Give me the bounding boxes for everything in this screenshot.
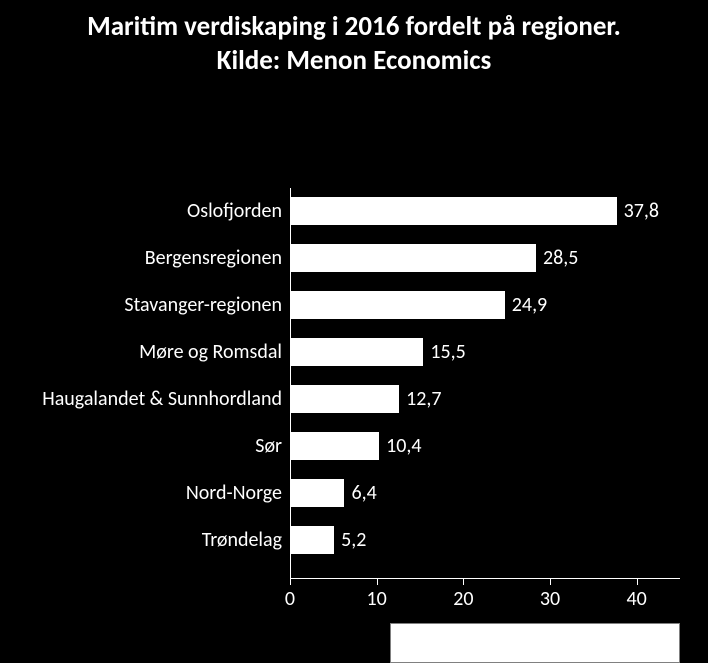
x-tick [463, 578, 464, 585]
value-label: 5,2 [341, 528, 366, 552]
value-label: 28,5 [543, 246, 578, 270]
chart-title: Maritim verdiskaping i 2016 fordelt på r… [0, 0, 708, 78]
value-label: 6,4 [351, 481, 376, 505]
x-tick-label: 20 [453, 587, 473, 611]
x-tick [290, 578, 291, 585]
bar-row: Haugalandet & Sunnhordland 12,7 [0, 376, 708, 423]
x-tick [550, 578, 551, 585]
category-label: Stavanger-regionen [0, 293, 290, 317]
value-label: 15,5 [430, 340, 465, 364]
category-label: Oslofjorden [0, 199, 290, 223]
x-axis-line [290, 578, 680, 579]
value-label: 10,4 [386, 434, 421, 458]
bar-row: Nord-Norge 6,4 [0, 470, 708, 517]
chart-title-line2: Kilde: Menon Economics [20, 44, 688, 78]
x-tick-label: 30 [540, 587, 560, 611]
x-tick-label: 0 [285, 587, 295, 611]
category-label: Møre og Romsdal [0, 340, 290, 364]
bar-row: Sør 10,4 [0, 423, 708, 470]
x-tick-label: 40 [627, 587, 647, 611]
category-label: Trøndelag [0, 528, 290, 552]
category-label: Bergensregionen [0, 246, 290, 270]
bar [290, 431, 380, 461]
category-label: Haugalandet & Sunnhordland [0, 387, 290, 411]
bar-row: Trøndelag 5,2 [0, 517, 708, 564]
value-label: 12,7 [406, 387, 441, 411]
bar [290, 525, 335, 555]
bar [290, 478, 345, 508]
bar-row: Stavanger-regionen 24,9 [0, 282, 708, 329]
value-label: 37,8 [624, 199, 659, 223]
x-tick [377, 578, 378, 585]
y-axis-line [290, 188, 291, 578]
legend-box [390, 623, 680, 663]
bar [290, 243, 537, 273]
bar [290, 290, 506, 320]
bar [290, 337, 424, 367]
x-tick [637, 578, 638, 585]
x-tick-label: 10 [367, 587, 387, 611]
bar-row: Bergensregionen 28,5 [0, 235, 708, 282]
chart-title-line1: Maritim verdiskaping i 2016 fordelt på r… [20, 10, 688, 44]
bar-row: Oslofjorden 37,8 [0, 188, 708, 235]
bar-row: Møre og Romsdal 15,5 [0, 329, 708, 376]
category-label: Nord-Norge [0, 481, 290, 505]
category-label: Sør [0, 434, 290, 458]
bar [290, 196, 618, 226]
value-label: 24,9 [512, 293, 547, 317]
bar [290, 384, 400, 414]
